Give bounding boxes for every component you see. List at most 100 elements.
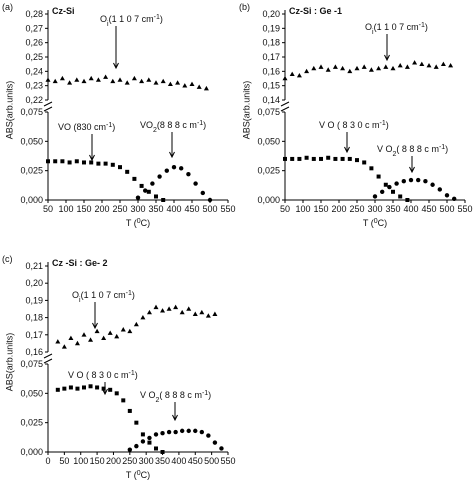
square-marker	[297, 156, 302, 161]
square-marker	[311, 156, 316, 161]
text-part: )	[135, 370, 138, 380]
text-part: 2	[156, 397, 160, 404]
square-marker	[46, 159, 50, 164]
triangle-marker	[95, 77, 101, 82]
triangle-marker	[88, 75, 94, 81]
triangle-marker	[74, 340, 80, 346]
y-tick-label: 0,075	[257, 107, 280, 117]
triangle-marker	[175, 80, 181, 85]
triangle-marker	[196, 84, 202, 89]
annotation-arrow	[92, 302, 98, 330]
circle-marker	[380, 189, 385, 194]
x-tick-label: 150	[76, 204, 91, 214]
annotation-arrow	[169, 132, 175, 159]
y-tick-label: 0,18	[25, 313, 43, 323]
text-part: V O	[377, 144, 393, 154]
series-annotation: V O2( 8 8 8 c m-1)	[140, 390, 211, 404]
y-tick-label: 0,000	[20, 195, 43, 205]
series-annotation: Oi(1 1 0 7 cm-1)	[365, 22, 428, 36]
x-tick-label: 400	[171, 456, 186, 466]
triangle-marker	[318, 64, 324, 69]
annotation-arrow	[172, 402, 178, 422]
x-tick-label: 550	[457, 204, 472, 214]
text-part: -1	[439, 144, 445, 151]
triangle-marker	[81, 332, 87, 337]
y-tick-label: 0,26	[25, 38, 43, 48]
triangle-marker	[212, 311, 218, 316]
text-part: -1	[380, 120, 386, 127]
circle-marker	[444, 193, 450, 198]
triangle-marker	[205, 313, 211, 318]
triangle-marker	[59, 75, 65, 81]
square-marker	[340, 156, 345, 161]
circle-marker	[452, 196, 457, 202]
triangle-marker	[167, 81, 173, 87]
triangle-marker	[304, 68, 310, 74]
text-part: T (	[363, 218, 374, 228]
x-tick-label: 350	[385, 204, 400, 214]
text-part: O	[100, 14, 107, 24]
circle-marker	[394, 181, 399, 186]
annotation-arrow	[102, 382, 108, 396]
x-tick-label: 450	[421, 204, 436, 214]
text-part: )	[132, 290, 135, 300]
circle-marker	[212, 440, 218, 445]
text-part: O	[365, 22, 372, 32]
text-part: V O ( 8 3 0 c m	[319, 120, 380, 130]
text-part: C)	[141, 218, 151, 228]
x-tick-label: 250	[112, 204, 127, 214]
text-part: i	[107, 21, 109, 28]
triangle-marker	[140, 315, 146, 320]
triangle-marker	[160, 78, 166, 84]
triangle-marker	[376, 65, 382, 71]
y-tick-label: 0,18	[262, 38, 280, 48]
triangle-marker	[94, 328, 100, 334]
triangle-marker	[146, 309, 152, 315]
triangle-marker	[368, 67, 374, 72]
triangle-marker	[110, 78, 116, 84]
text-part: -1	[419, 22, 425, 29]
text-part: T (	[126, 218, 137, 228]
triangle-marker	[192, 311, 198, 316]
x-tick-label: 500	[202, 204, 217, 214]
square-marker	[160, 450, 165, 454]
panel-label: (c)	[2, 254, 13, 264]
square-marker	[101, 386, 106, 391]
y-tick-label: 0,24	[25, 66, 43, 76]
circle-marker	[164, 168, 169, 173]
triangle-marker	[139, 78, 145, 84]
square-marker	[75, 386, 80, 391]
series-annotation: V O ( 8 3 0 c m-1)	[68, 370, 138, 381]
circle-marker	[160, 431, 165, 436]
text-part: (8 8 8 c m	[157, 120, 197, 130]
triangle-marker	[160, 308, 166, 313]
square-marker	[154, 446, 158, 451]
x-tick-label: 150	[90, 456, 105, 466]
y-tick-label: 0,21	[25, 261, 43, 271]
x-tick-label: 250	[122, 456, 137, 466]
y-axis-label: ABS(arb.units)	[4, 81, 14, 140]
y-tick-label: 0,025	[20, 418, 43, 428]
x-tick-label: 50	[280, 204, 290, 214]
triangle-marker	[166, 306, 172, 311]
text-part: 0	[137, 218, 141, 225]
triangle-marker	[107, 330, 113, 335]
square-marker	[82, 385, 86, 390]
square-marker	[88, 384, 93, 389]
triangle-marker	[179, 309, 185, 315]
circle-marker	[171, 164, 177, 170]
text-part: -1	[126, 290, 132, 297]
circle-marker	[143, 188, 148, 193]
series-annotation: Oi(1 1 0 7 cm-1)	[72, 290, 135, 304]
square-marker	[398, 194, 403, 199]
x-tick-label: 350	[148, 204, 163, 214]
text-part: 0	[374, 218, 378, 225]
triangle-marker	[61, 344, 67, 349]
triangle-marker	[347, 68, 353, 74]
square-marker	[369, 166, 374, 171]
square-marker	[118, 165, 122, 170]
text-part: )	[160, 14, 163, 24]
text-part: )	[445, 144, 448, 154]
triangle-marker	[203, 85, 209, 91]
circle-marker	[135, 195, 141, 200]
